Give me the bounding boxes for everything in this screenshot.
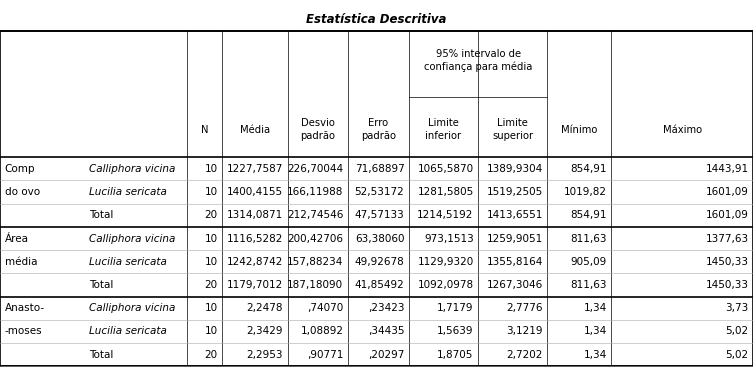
Text: 10: 10 [205, 303, 218, 313]
Text: 226,70044: 226,70044 [287, 164, 343, 174]
Text: 5,02: 5,02 [725, 326, 748, 336]
Text: do ovo: do ovo [5, 187, 40, 197]
Text: 1389,9304: 1389,9304 [486, 164, 543, 174]
Text: 1,8705: 1,8705 [437, 350, 474, 360]
Text: Lucilia sericata: Lucilia sericata [89, 257, 166, 267]
Text: 41,85492: 41,85492 [355, 280, 404, 290]
Text: 63,38060: 63,38060 [355, 233, 404, 243]
Text: -moses: -moses [5, 326, 42, 336]
Text: 1,7179: 1,7179 [437, 303, 474, 313]
Text: 854,91: 854,91 [571, 210, 607, 220]
Text: Calliphora vicina: Calliphora vicina [89, 233, 175, 243]
Text: 1377,63: 1377,63 [706, 233, 748, 243]
Text: 212,74546: 212,74546 [287, 210, 343, 220]
Text: 1019,82: 1019,82 [564, 187, 607, 197]
Text: 973,1513: 973,1513 [424, 233, 474, 243]
Text: Média: Média [239, 125, 270, 135]
Text: 1,34: 1,34 [584, 326, 607, 336]
Text: 1443,91: 1443,91 [706, 164, 748, 174]
Text: 2,2478: 2,2478 [247, 303, 283, 313]
Text: ,20297: ,20297 [368, 350, 404, 360]
Text: Desvio
padrão: Desvio padrão [300, 118, 335, 141]
Text: 1129,9320: 1129,9320 [417, 257, 474, 267]
Text: ,34435: ,34435 [368, 326, 404, 336]
Text: 10: 10 [205, 257, 218, 267]
Text: Comp: Comp [5, 164, 35, 174]
Text: 1259,9051: 1259,9051 [486, 233, 543, 243]
Text: 1,34: 1,34 [584, 350, 607, 360]
Text: Calliphora vicina: Calliphora vicina [89, 164, 175, 174]
Text: 811,63: 811,63 [571, 233, 607, 243]
Text: Estatística Descritiva: Estatística Descritiva [306, 13, 447, 26]
Text: 1400,4155: 1400,4155 [227, 187, 283, 197]
Text: 49,92678: 49,92678 [355, 257, 404, 267]
Text: 200,42706: 200,42706 [288, 233, 343, 243]
Text: 10: 10 [205, 326, 218, 336]
Text: 1065,5870: 1065,5870 [417, 164, 474, 174]
Text: 1355,8164: 1355,8164 [486, 257, 543, 267]
Text: 10: 10 [205, 187, 218, 197]
Text: N: N [201, 125, 208, 135]
Text: 854,91: 854,91 [571, 164, 607, 174]
Text: 2,7202: 2,7202 [507, 350, 543, 360]
Text: Limite
superior: Limite superior [492, 118, 533, 141]
Text: Total: Total [89, 280, 113, 290]
Text: Lucilia sericata: Lucilia sericata [89, 326, 166, 336]
Text: 1,5639: 1,5639 [437, 326, 474, 336]
Text: Lucilia sericata: Lucilia sericata [89, 187, 166, 197]
Text: 1519,2505: 1519,2505 [486, 187, 543, 197]
Text: Erro
padrão: Erro padrão [361, 118, 396, 141]
Text: 1450,33: 1450,33 [706, 257, 748, 267]
Text: 187,18090: 187,18090 [287, 280, 343, 290]
Text: 3,73: 3,73 [725, 303, 748, 313]
Text: Mínimo: Mínimo [561, 125, 598, 135]
Text: 1116,5282: 1116,5282 [227, 233, 283, 243]
Text: 20: 20 [205, 280, 218, 290]
Text: Total: Total [89, 210, 113, 220]
Text: Área: Área [5, 233, 29, 243]
Text: 1267,3046: 1267,3046 [486, 280, 543, 290]
Text: 1601,09: 1601,09 [706, 187, 748, 197]
Text: 10: 10 [205, 164, 218, 174]
Text: 5,02: 5,02 [725, 350, 748, 360]
Text: 20: 20 [205, 350, 218, 360]
Text: Total: Total [89, 350, 113, 360]
Text: Limite
inferior: Limite inferior [425, 118, 462, 141]
Text: média: média [5, 257, 37, 267]
Text: 10: 10 [205, 233, 218, 243]
Text: ,90771: ,90771 [307, 350, 343, 360]
Text: 1314,0871: 1314,0871 [227, 210, 283, 220]
Text: 1179,7012: 1179,7012 [227, 280, 283, 290]
Text: ,74070: ,74070 [307, 303, 343, 313]
Text: 811,63: 811,63 [571, 280, 607, 290]
Text: Calliphora vicina: Calliphora vicina [89, 303, 175, 313]
Text: 1242,8742: 1242,8742 [227, 257, 283, 267]
Text: 71,68897: 71,68897 [355, 164, 404, 174]
Text: 1214,5192: 1214,5192 [417, 210, 474, 220]
Text: 157,88234: 157,88234 [287, 257, 343, 267]
Text: 1413,6551: 1413,6551 [486, 210, 543, 220]
Text: Máximo: Máximo [663, 125, 702, 135]
Text: 1601,09: 1601,09 [706, 210, 748, 220]
Text: 1092,0978: 1092,0978 [417, 280, 474, 290]
Text: 2,3429: 2,3429 [247, 326, 283, 336]
Text: 2,7776: 2,7776 [507, 303, 543, 313]
Text: 3,1219: 3,1219 [507, 326, 543, 336]
Text: 95% intervalo de
confiança para média: 95% intervalo de confiança para média [424, 49, 532, 72]
Text: 1,34: 1,34 [584, 303, 607, 313]
Text: 1227,7587: 1227,7587 [227, 164, 283, 174]
Text: 52,53172: 52,53172 [355, 187, 404, 197]
Text: 2,2953: 2,2953 [247, 350, 283, 360]
Text: ,23423: ,23423 [368, 303, 404, 313]
Text: 1281,5805: 1281,5805 [417, 187, 474, 197]
Text: Anasto-: Anasto- [5, 303, 44, 313]
Text: 166,11988: 166,11988 [287, 187, 343, 197]
Text: 1,08892: 1,08892 [300, 326, 343, 336]
Text: 20: 20 [205, 210, 218, 220]
Text: 47,57133: 47,57133 [355, 210, 404, 220]
Text: 1450,33: 1450,33 [706, 280, 748, 290]
Text: 905,09: 905,09 [571, 257, 607, 267]
